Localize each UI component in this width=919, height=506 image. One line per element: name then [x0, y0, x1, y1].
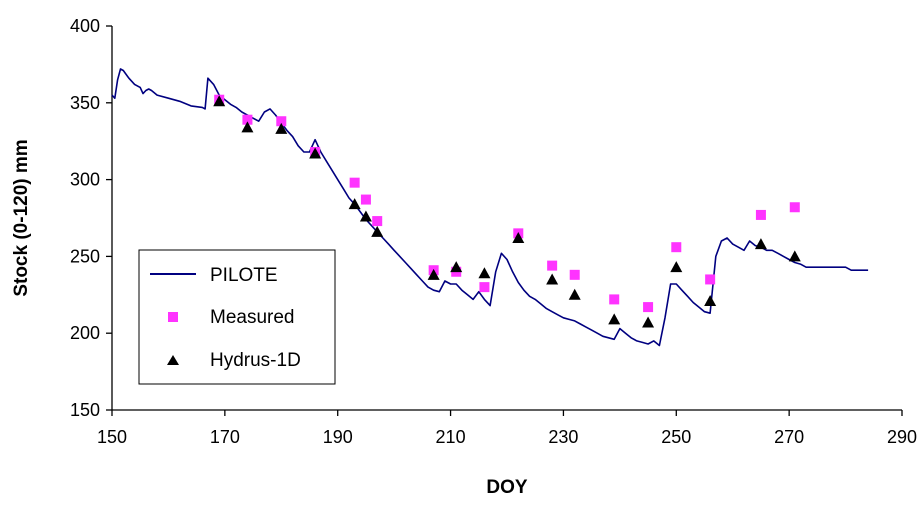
- hydrus-point: [568, 288, 581, 300]
- measured-point: [360, 194, 371, 205]
- y-tick-label: 150: [70, 400, 100, 420]
- hydrus-point: [348, 198, 361, 210]
- hydrus-point: [754, 238, 767, 250]
- x-tick-label: 170: [210, 427, 240, 447]
- hydrus-point: [427, 268, 440, 280]
- measured-point: [242, 114, 253, 125]
- hydrus-point: [788, 250, 801, 262]
- x-tick-label: 270: [774, 427, 804, 447]
- hydrus-point: [704, 294, 717, 306]
- x-tick-label: 250: [661, 427, 691, 447]
- hydrus-point: [359, 210, 372, 222]
- x-tick-label: 230: [548, 427, 578, 447]
- legend-triangle-swatch: [167, 355, 179, 365]
- y-axis-title: Stock (0-120) mm: [11, 139, 32, 296]
- legend-entry-pilote: PILOTE: [150, 265, 278, 286]
- measured-point: [755, 209, 766, 220]
- y-tick-label: 200: [70, 323, 100, 343]
- hydrus-point: [642, 316, 655, 328]
- legend-label-pilote: PILOTE: [210, 265, 278, 286]
- hydrus-point: [309, 147, 322, 159]
- measured-point: [643, 302, 654, 313]
- hydrus-point: [213, 95, 226, 107]
- x-tick-label: 290: [887, 427, 917, 447]
- legend-entry-hydrus: Hydrus-1D: [167, 350, 301, 371]
- hydrus-point: [670, 261, 683, 273]
- hydrus-point: [546, 273, 559, 285]
- measured-point: [671, 242, 682, 253]
- hydrus-point: [371, 225, 384, 237]
- hydrus-point: [450, 261, 463, 273]
- x-tick-label: 190: [323, 427, 353, 447]
- plot-area: [111, 68, 869, 347]
- measured-point: [349, 177, 360, 188]
- ticks: 150 170 190 210 230 250 270 290 150 200 250 300 350 4…: [70, 16, 917, 447]
- legend-entry-measured: Measured: [168, 307, 295, 328]
- axes: [111, 26, 902, 411]
- hydrus-point: [275, 122, 288, 134]
- measured-point: [705, 274, 716, 285]
- y-tick-label: 350: [70, 93, 100, 113]
- measured-point: [569, 269, 580, 280]
- measured-point: [372, 216, 383, 227]
- x-axis-title: DOY: [486, 477, 528, 498]
- measured-point: [479, 282, 490, 293]
- series-line-pilote: [111, 68, 869, 347]
- legend: PILOTE Measured Hydrus-1D: [138, 249, 336, 385]
- legend-label-measured: Measured: [210, 307, 295, 328]
- hydrus-point: [478, 267, 491, 279]
- measured-point: [789, 202, 800, 213]
- legend-square-swatch: [168, 312, 178, 322]
- y-tick-label: 300: [70, 170, 100, 190]
- y-tick-label: 400: [70, 16, 100, 36]
- measured-point: [547, 260, 558, 271]
- hydrus-point: [512, 231, 525, 243]
- hydrus-point: [608, 313, 621, 325]
- legend-label-hydrus: Hydrus-1D: [210, 350, 301, 371]
- hydrus-point: [241, 121, 254, 133]
- x-tick-label: 150: [97, 427, 127, 447]
- x-tick-label: 210: [436, 427, 466, 447]
- measured-point: [609, 294, 620, 305]
- measured-point: [276, 116, 287, 127]
- y-tick-label: 250: [70, 246, 100, 266]
